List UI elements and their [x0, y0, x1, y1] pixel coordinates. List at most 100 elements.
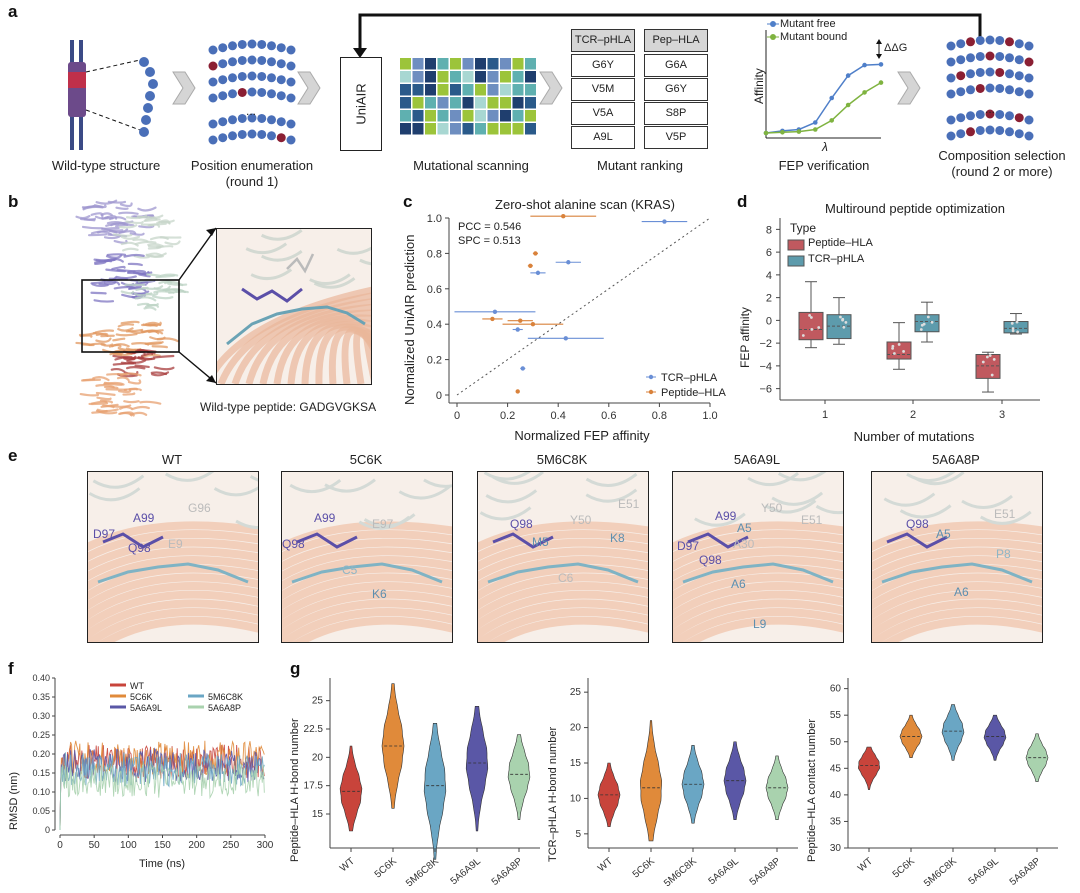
residue-bead	[1024, 73, 1034, 83]
residue-bead	[985, 83, 995, 93]
helix-ribbon	[673, 547, 843, 581]
heatmap-cell	[462, 110, 474, 122]
helix-ribbon	[673, 556, 843, 591]
residue-bead	[975, 67, 985, 77]
residue-bead	[995, 83, 1005, 93]
tcr-loop	[213, 486, 258, 497]
y-tick-label: 30	[830, 843, 842, 854]
jitter-point	[988, 354, 992, 357]
fep-free-point	[862, 62, 867, 68]
ribbon-segment	[81, 378, 96, 382]
fep-bound-point	[845, 102, 851, 108]
x-tick-label: 5M6C8K	[404, 856, 441, 890]
ribbon-segment	[127, 379, 142, 385]
y-tick-label: −4	[759, 361, 772, 373]
heatmap-cell	[400, 97, 411, 109]
step-chevron	[539, 71, 563, 105]
chart-d-legend-title: Type	[790, 221, 817, 235]
fep-bound-point	[829, 118, 835, 123]
x-tick-label: 5A6A8P	[1008, 856, 1043, 888]
helix-ribbon	[673, 530, 843, 562]
heatmap-cell	[437, 84, 449, 96]
residue-bead	[966, 69, 975, 79]
residue-label: P8	[996, 547, 1011, 561]
y-tick-label: 5	[575, 829, 581, 840]
peptide-backbone	[881, 562, 1033, 584]
x-tick-label: 5M6C8K	[922, 856, 959, 890]
tcr-loop	[336, 246, 371, 255]
heatmap-cell	[475, 110, 486, 122]
fep-free-curve	[765, 63, 882, 134]
residue-bead	[208, 61, 218, 71]
tcr-loop	[245, 242, 288, 255]
residue-bead	[286, 119, 296, 129]
jitter-point	[808, 314, 811, 317]
y-tick-label: 1.0	[427, 213, 442, 225]
residue-bead	[985, 51, 995, 61]
ribbon-segment	[131, 405, 150, 411]
ribbon-segment	[134, 364, 150, 369]
helix-ribbon	[88, 564, 258, 601]
y-tick-label: 22.5	[304, 724, 324, 735]
heatmap-cell	[400, 110, 411, 122]
violin	[381, 683, 405, 809]
chart-d: 8 6 4 2 0 −2 −4 −6 1 2 3	[759, 218, 1040, 421]
jitter-point	[990, 373, 994, 377]
residue-bead	[985, 67, 995, 77]
heatmap-cell	[500, 97, 511, 109]
residue-bead	[1005, 69, 1014, 79]
violin	[423, 723, 447, 860]
chart-f-xlabel: Time (ns)	[138, 858, 186, 870]
x-tick-label: 0	[57, 840, 63, 851]
zoom-box	[81, 279, 180, 353]
residue-label: G96	[188, 501, 211, 515]
residue-label: Q98	[699, 553, 722, 567]
ribbon-segment	[119, 411, 133, 417]
residue-bead	[267, 41, 276, 51]
ribbon-segment	[90, 291, 107, 295]
x-tick-label: 0	[454, 410, 460, 422]
helix-ribbon	[478, 530, 648, 562]
residue-bead	[1014, 55, 1024, 65]
residue-bead	[956, 55, 966, 65]
residue-bead	[1014, 87, 1024, 97]
helix-ribbon	[282, 538, 452, 571]
ribbon-segment	[106, 253, 127, 257]
tcr-loop	[485, 489, 538, 504]
violin	[1025, 733, 1049, 782]
violin	[983, 714, 1007, 761]
x-tick-label: 5M6C8K	[662, 856, 699, 890]
residue-bead	[1005, 111, 1014, 121]
residue-bead	[267, 115, 276, 125]
panel-label-e: e	[8, 446, 18, 465]
diagonal-reference	[456, 217, 711, 396]
residue-label: Q98	[128, 541, 151, 555]
heatmap-cell	[487, 71, 499, 83]
helix-ribbon	[282, 582, 452, 620]
helix-ribbon	[478, 582, 648, 620]
residue-bead	[276, 59, 286, 69]
x-tick-label: 5A6A8P	[490, 856, 525, 888]
residue-bead	[247, 55, 257, 65]
residue-label: Y50	[570, 513, 592, 527]
helix-ribbon	[872, 573, 1042, 610]
jitter-point	[891, 344, 895, 348]
x-tick-label: 5C6K	[891, 856, 917, 881]
x-tick-label: 100	[120, 840, 137, 851]
ribbon-segment	[150, 371, 168, 376]
heatmap-cell	[500, 110, 511, 122]
helix-ribbon	[478, 547, 648, 581]
ribbon-segment	[120, 241, 139, 247]
helix-ribbon	[282, 573, 452, 610]
box	[914, 314, 940, 333]
heatmap-cell	[512, 71, 524, 83]
helix-ribbon	[88, 556, 258, 591]
y-tick-label: 0	[766, 315, 772, 327]
structure-panel-title: 5M6C8K	[536, 452, 588, 467]
heatmap-cell	[500, 84, 511, 96]
residue-bead	[1024, 41, 1034, 51]
residue-bead	[267, 89, 276, 99]
chart-c-title: Zero-shot alanine scan (KRAS)	[495, 197, 675, 212]
helix-ribbon	[673, 564, 843, 601]
residue-bead	[247, 71, 257, 81]
